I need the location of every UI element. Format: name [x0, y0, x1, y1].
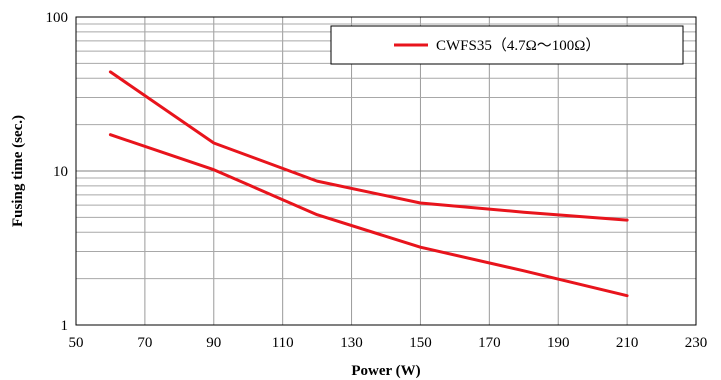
x-tick-label: 90: [206, 335, 221, 351]
x-tick-label: 150: [409, 335, 432, 351]
y-tick-label: 100: [46, 10, 69, 26]
x-tick-label: 210: [616, 335, 639, 351]
legend: CWFS35（4.7Ω～100Ω）: [330, 25, 684, 65]
y-axis-tick-labels: 1 10 100: [46, 10, 69, 334]
y-tick-label: 1: [61, 318, 69, 334]
x-axis-title: Power (W): [351, 363, 420, 379]
plot-area-frame: [75, 16, 697, 326]
series-line-1: [108, 70, 629, 222]
series-layer: [108, 70, 629, 298]
x-tick-label: 110: [272, 335, 294, 351]
x-tick-label: 230: [685, 335, 708, 351]
x-axis-tick-labels: 50 70 90 110 130 150 170 190 210 230: [69, 335, 708, 351]
x-tick-label: 190: [547, 335, 570, 351]
x-tick-label: 170: [478, 335, 501, 351]
legend-box: [330, 25, 684, 65]
series-line-2: [108, 133, 629, 298]
x-tick-label: 70: [137, 335, 152, 351]
x-tick-label: 50: [69, 335, 84, 351]
y-axis-title: Fusing time (sec.): [10, 115, 26, 227]
x-tick-label: 130: [340, 335, 363, 351]
y-tick-label: 10: [53, 164, 68, 180]
legend-label: CWFS35（4.7Ω～100Ω）: [436, 37, 600, 54]
